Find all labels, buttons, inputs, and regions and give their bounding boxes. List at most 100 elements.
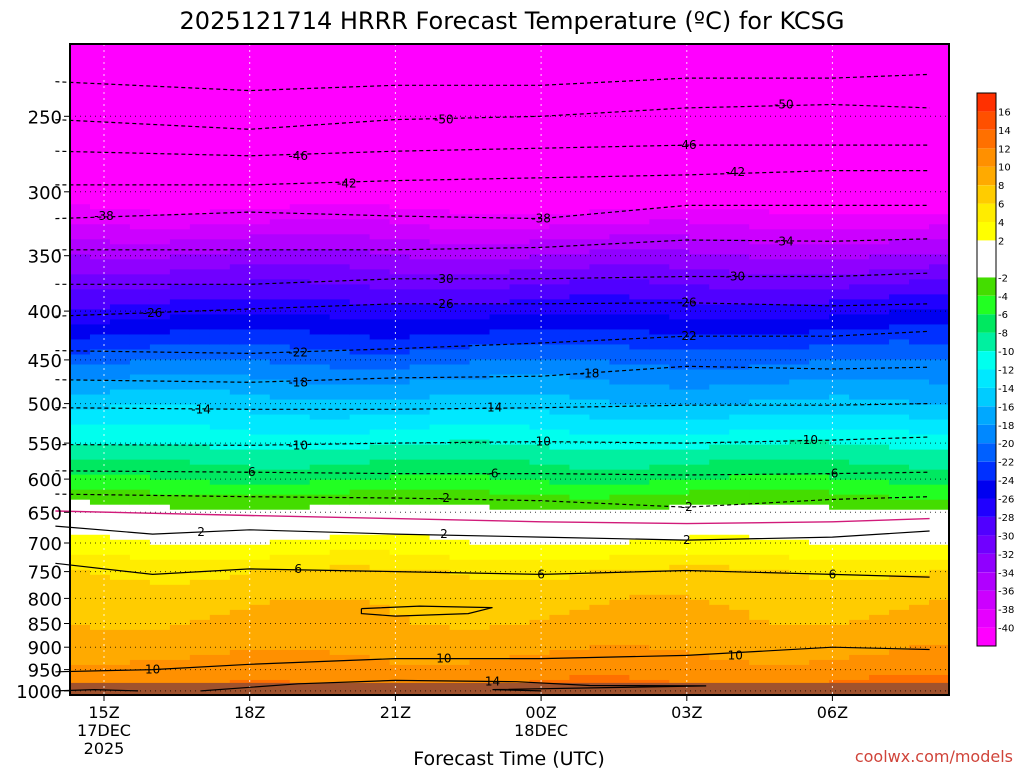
temperature-cell <box>409 114 431 120</box>
temperature-cell <box>709 89 730 95</box>
temperature-cell <box>749 149 770 155</box>
temperature-cell <box>529 189 551 195</box>
temperature-cell <box>649 469 670 476</box>
temperature-cell <box>769 329 790 336</box>
temperature-cell <box>389 614 411 621</box>
temperature-cell <box>89 349 111 356</box>
temperature-cell <box>689 54 710 60</box>
temperature-cell <box>189 424 211 431</box>
temperature-cell <box>529 484 551 491</box>
temperature-cell <box>229 559 251 566</box>
temperature-cell <box>249 644 271 651</box>
temperature-cell <box>489 624 511 631</box>
temperature-cell <box>529 584 551 591</box>
temperature-cell <box>109 554 131 561</box>
temperature-cell <box>269 284 291 290</box>
temperature-cell <box>769 634 790 641</box>
temperature-cell <box>449 309 471 316</box>
temperature-cell <box>549 594 571 601</box>
temperature-cell <box>689 429 710 436</box>
temperature-cell <box>629 514 650 521</box>
temperature-cell <box>429 424 451 431</box>
temperature-cell <box>229 454 251 461</box>
temperature-cell <box>469 464 491 471</box>
temperature-cell <box>389 194 411 200</box>
temperature-cell <box>729 509 750 516</box>
temperature-cell <box>629 394 650 401</box>
temperature-cell <box>629 349 650 356</box>
temperature-cell <box>809 74 830 80</box>
temperature-cell <box>329 489 351 496</box>
temperature-cell <box>169 284 191 290</box>
temperature-cell <box>269 389 291 396</box>
temperature-cell <box>789 589 810 596</box>
temperature-cell <box>349 254 371 260</box>
temperature-cell <box>329 524 351 531</box>
temperature-cell <box>649 559 670 566</box>
temperature-cell <box>409 364 431 371</box>
temperature-cell <box>269 269 291 275</box>
temperature-cell <box>129 624 151 631</box>
temperature-cell <box>269 669 291 676</box>
temperature-cell <box>469 374 491 381</box>
temperature-cell <box>309 149 331 155</box>
temperature-cell <box>89 169 111 175</box>
temperature-cell <box>149 669 171 676</box>
temperature-cell <box>609 224 630 230</box>
temperature-cell <box>309 344 331 351</box>
temperature-cell <box>249 174 271 180</box>
temperature-cell <box>429 644 451 651</box>
temperature-cell <box>89 474 111 481</box>
temperature-cell <box>229 239 251 245</box>
temperature-cell <box>189 669 211 676</box>
temperature-cell <box>649 629 670 636</box>
temperature-cell <box>169 429 191 436</box>
temperature-cell <box>589 399 610 406</box>
temperature-cell <box>309 294 331 300</box>
temperature-cell <box>229 424 251 431</box>
temperature-cell <box>89 309 111 316</box>
temperature-cell <box>649 219 670 225</box>
temperature-cell <box>569 54 591 60</box>
temperature-cell <box>289 444 311 451</box>
temperature-cell <box>389 549 411 556</box>
temperature-cell <box>669 329 690 336</box>
temperature-cell <box>689 569 710 576</box>
temperature-cell <box>149 594 171 601</box>
temperature-cell <box>769 344 790 351</box>
temperature-cell <box>109 504 131 511</box>
temperature-cell <box>269 574 291 581</box>
temperature-cell <box>449 184 471 190</box>
temperature-cell <box>229 69 251 75</box>
temperature-cell <box>429 659 451 666</box>
temperature-cell <box>469 304 491 311</box>
temperature-cell <box>529 239 551 245</box>
temperature-cell <box>509 384 531 391</box>
temperature-cell <box>509 609 531 616</box>
temperature-cell <box>549 244 571 250</box>
temperature-cell <box>589 609 610 616</box>
temperature-cell <box>449 259 471 265</box>
temperature-cell <box>429 89 451 95</box>
temperature-cell <box>169 334 191 341</box>
temperature-cell <box>689 199 710 205</box>
temperature-cell <box>589 294 610 300</box>
temperature-cell <box>809 554 830 561</box>
temperature-cell <box>269 674 291 681</box>
temperature-cell <box>529 524 551 531</box>
temperature-cell <box>749 199 770 205</box>
temperature-cell <box>449 249 471 255</box>
temperature-cell <box>509 179 531 185</box>
temperature-cell <box>509 159 531 165</box>
temperature-cell <box>829 89 850 95</box>
temperature-cell <box>509 64 531 70</box>
temperature-cell <box>649 169 670 175</box>
temperature-cell <box>589 384 610 391</box>
temperature-cell <box>629 549 650 556</box>
temperature-cell <box>709 504 730 511</box>
temperature-cell <box>249 344 271 351</box>
temperature-cell <box>649 234 670 240</box>
temperature-cell <box>609 134 630 140</box>
temperature-cell <box>829 94 850 100</box>
temperature-cell <box>809 424 830 431</box>
